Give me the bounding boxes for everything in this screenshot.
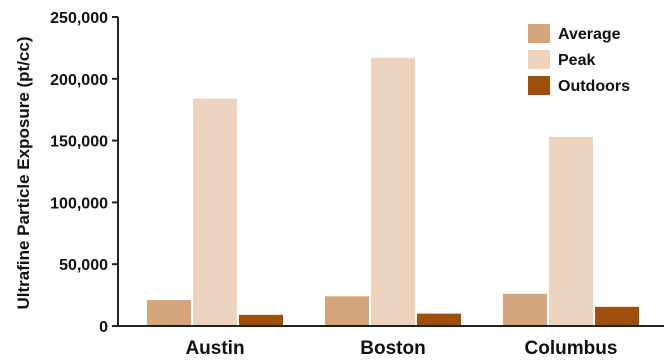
legend-label-average: Average [558, 26, 621, 43]
y-axis-ticks: 0 50,000 100,000 150,000 200,000 250,000 [50, 10, 118, 336]
y-tick-label: 250,000 [50, 10, 108, 27]
x-category-label: Boston [360, 338, 425, 359]
x-category-label: Austin [185, 338, 244, 359]
bar-columbus-peak [549, 136, 593, 326]
legend-swatch-outdoors [528, 76, 550, 95]
bars [147, 57, 639, 327]
legend-swatch-peak [528, 50, 550, 69]
legend-label-peak: Peak [558, 52, 595, 69]
bar-columbus-average [503, 293, 547, 326]
y-tick-label: 100,000 [50, 195, 108, 212]
legend-swatch-average [528, 24, 550, 43]
bar-boston-outdoors [417, 313, 461, 326]
y-axis-title: Ultrafine Particle Exposure (pt/cc) [14, 36, 33, 309]
x-category-label: Columbus [525, 338, 618, 359]
bar-boston-average [325, 296, 369, 326]
bar-columbus-outdoors [595, 306, 639, 326]
bar-austin-peak [193, 98, 237, 327]
y-tick-label: 150,000 [50, 134, 108, 151]
y-tick-label: 200,000 [50, 72, 108, 89]
y-tick-label: 50,000 [59, 257, 108, 274]
legend-label-outdoors: Outdoors [558, 78, 630, 95]
bar-boston-peak [371, 57, 415, 327]
category-labels: Austin Boston Columbus [185, 338, 617, 359]
legend: Average Peak Outdoors [528, 24, 630, 95]
bar-austin-outdoors [239, 314, 283, 326]
y-tick-label: 0 [99, 319, 108, 336]
bar-austin-average [147, 300, 191, 326]
